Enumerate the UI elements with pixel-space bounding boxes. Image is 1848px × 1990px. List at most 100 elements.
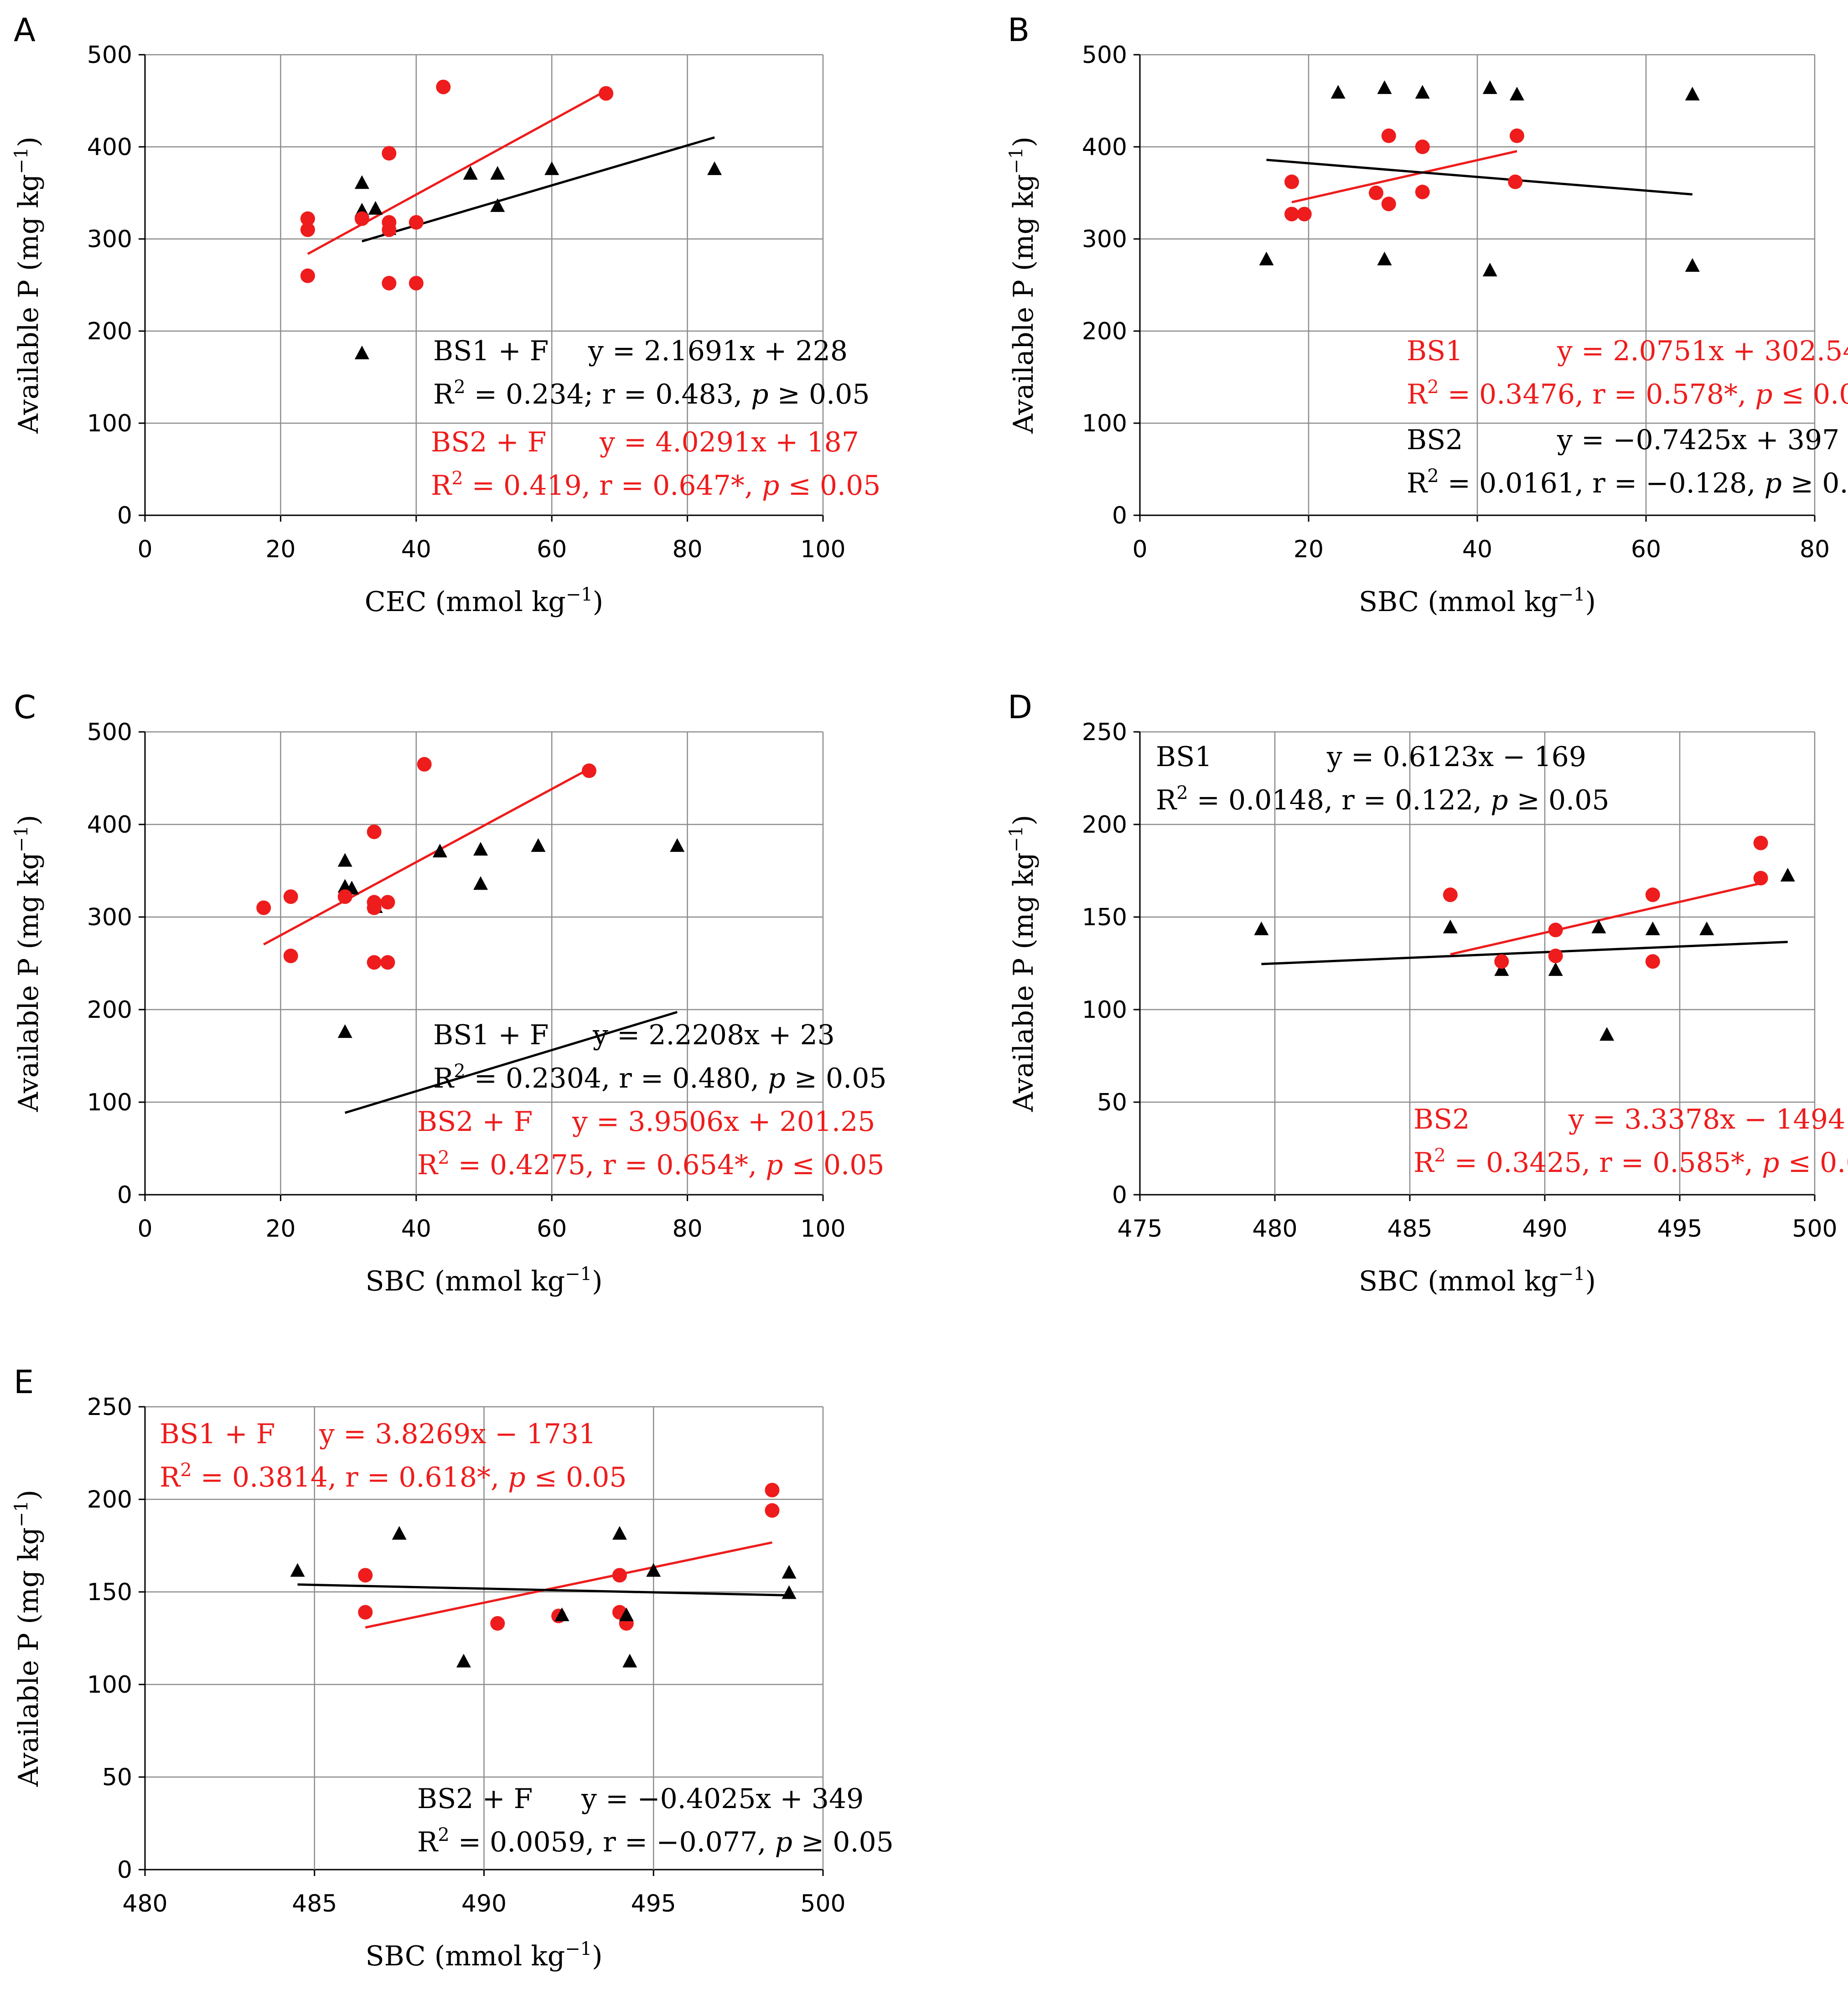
annotation-stats: R2 = 0.3814, r = 0.618*, p ≤ 0.05 bbox=[160, 1460, 627, 1493]
data-point-circle bbox=[300, 222, 315, 237]
data-point-circle bbox=[1284, 174, 1299, 189]
data-point-triangle bbox=[531, 838, 546, 852]
annotation-equation: y = −0.4025x + 349 bbox=[581, 1783, 864, 1815]
annotation-equation: y = 0.6123x − 169 bbox=[1326, 741, 1586, 773]
y-axis-title: Available P (mg kg−1) bbox=[11, 136, 45, 434]
data-point-circle bbox=[1753, 835, 1768, 850]
y-axis-title: Available P (mg kg−1) bbox=[11, 815, 45, 1112]
x-tick-label: 20 bbox=[265, 536, 295, 563]
x-axis-title: SBC (mmol kg−1) bbox=[365, 1938, 602, 1972]
data-point-circle bbox=[1415, 140, 1430, 154]
data-point-circle bbox=[367, 824, 382, 840]
data-point-circle bbox=[1369, 186, 1383, 200]
y-tick-label: 250 bbox=[87, 1394, 132, 1421]
annotation-equation: y = 3.8269x − 1731 bbox=[319, 1418, 596, 1450]
y-axis-title: Available P (mg kg−1) bbox=[1006, 815, 1040, 1112]
data-point-triangle bbox=[354, 345, 369, 359]
data-point-circle bbox=[1645, 954, 1660, 969]
data-point-circle bbox=[581, 763, 596, 778]
annotation-label: BS2 + F bbox=[417, 1783, 533, 1815]
data-point-triangle bbox=[1415, 85, 1430, 99]
data-point-triangle bbox=[1685, 258, 1700, 272]
panel-letter: D bbox=[1008, 689, 1032, 726]
y-tick-label: 200 bbox=[1082, 811, 1127, 839]
annotation-equation: y = 2.2208x + 23 bbox=[592, 1019, 835, 1051]
data-point-circle bbox=[1753, 871, 1768, 886]
data-point-circle bbox=[1548, 922, 1563, 938]
y-tick-label: 300 bbox=[87, 904, 132, 931]
x-tick-label: 20 bbox=[265, 1215, 295, 1243]
y-tick-label: 150 bbox=[1082, 904, 1127, 931]
x-tick-label: 40 bbox=[401, 536, 431, 563]
trendline-bs2-f bbox=[307, 89, 607, 255]
y-tick-label: 0 bbox=[1112, 1182, 1127, 1209]
y-tick-label: 100 bbox=[87, 1089, 132, 1116]
y-tick-label: 100 bbox=[1082, 996, 1127, 1024]
x-tick-label: 495 bbox=[1657, 1215, 1702, 1243]
data-point-circle bbox=[382, 275, 397, 290]
data-point-circle bbox=[1415, 184, 1430, 199]
data-point-triangle bbox=[290, 1563, 305, 1577]
data-point-circle bbox=[382, 222, 397, 237]
data-point-circle bbox=[1548, 948, 1563, 964]
y-tick-label: 50 bbox=[1097, 1089, 1127, 1116]
data-point-circle bbox=[358, 1605, 373, 1620]
annotation-stats: R2 = 0.419, r = 0.647*, p ≤ 0.05 bbox=[431, 468, 880, 502]
panel-d: D 0 50 100 150 200 250 475 480 485 490 495 500 SBC (m… bbox=[1006, 689, 1848, 1297]
y-tick-label: 200 bbox=[87, 1486, 132, 1513]
x-axis-title: SBC (mmol kg−1) bbox=[1359, 1264, 1596, 1297]
panel-letter: C bbox=[14, 689, 36, 726]
trendline-bs1-f bbox=[344, 1011, 678, 1114]
annotation-label: BS2 + F bbox=[417, 1106, 533, 1138]
data-point-circle bbox=[765, 1482, 780, 1498]
panel-e: E 0 50 100 150 200 250 480 485 490 495 500 SBC (mmol… bbox=[11, 1363, 894, 1972]
y-tick-label: 200 bbox=[87, 996, 132, 1024]
annotation-stats: R2 = 0.2304, r = 0.480, p ≥ 0.05 bbox=[433, 1061, 887, 1094]
annotation-stats: R2 = 0.0148, r = 0.122, p ≥ 0.05 bbox=[1156, 783, 1610, 816]
data-point-circle bbox=[1645, 887, 1660, 902]
data-point-circle bbox=[1381, 197, 1396, 212]
annotation-stats: R2 = 0.4275, r = 0.654*, p ≤ 0.05 bbox=[417, 1147, 885, 1181]
data-point-circle bbox=[367, 900, 382, 915]
data-point-triangle bbox=[392, 1526, 407, 1540]
data-point-triangle bbox=[490, 198, 505, 212]
data-point-circle bbox=[354, 211, 369, 226]
annotation-stats: R2 = 0.0161, r = −0.128, p ≥ 0.05 bbox=[1407, 466, 1848, 499]
regression-annotation: BS1 + F y = 2.2208x + 23 R2 = 0.2304, r = … bbox=[433, 1019, 887, 1094]
data-point-triangle bbox=[707, 161, 722, 175]
data-point-circle bbox=[1509, 128, 1524, 143]
data-point-circle bbox=[409, 275, 424, 290]
data-point-triangle bbox=[456, 1653, 471, 1668]
data-point-triangle bbox=[1591, 919, 1606, 933]
annotation-label: BS2 bbox=[1407, 424, 1463, 456]
x-tick-label: 485 bbox=[1387, 1215, 1432, 1243]
data-point-triangle bbox=[646, 1563, 661, 1577]
data-point-circle bbox=[283, 948, 298, 964]
data-point-triangle bbox=[1645, 921, 1660, 935]
annotation-stats: R2 = 0.3425, r = 0.585*, p ≤ 0.05 bbox=[1413, 1145, 1848, 1179]
data-point-triangle bbox=[1330, 85, 1346, 99]
data-point-circle bbox=[409, 215, 424, 230]
data-point-triangle bbox=[1699, 921, 1714, 935]
data-point-circle bbox=[300, 211, 315, 226]
annotation-equation: y = 3.3378x − 1494 bbox=[1568, 1104, 1845, 1135]
y-tick-label: 0 bbox=[117, 1856, 132, 1884]
data-point-triangle bbox=[1377, 251, 1392, 265]
y-tick-label: 300 bbox=[1082, 226, 1127, 253]
data-point-circle bbox=[436, 79, 451, 94]
data-point-triangle bbox=[1377, 80, 1392, 94]
panel-b: B 0 100 200 300 400 500 0 20 40 60 80 SBC (mmol kg−1… bbox=[1006, 11, 1848, 618]
y-tick-label: 400 bbox=[87, 134, 132, 161]
regression-annotation: BS2 y = 3.3378x − 1494 R2 = 0.3425, r = 0.… bbox=[1413, 1104, 1848, 1179]
data-point-circle bbox=[1297, 207, 1312, 222]
data-point-triangle bbox=[1509, 87, 1524, 101]
regression-annotation: BS1 + F y = 3.8269x − 1731 R2 = 0.3814, r … bbox=[160, 1418, 627, 1493]
x-tick-label: 60 bbox=[1631, 536, 1661, 563]
data-point-triangle bbox=[1600, 1027, 1615, 1041]
x-axis-title: SBC (mmol kg−1) bbox=[365, 1264, 602, 1297]
y-tick-label: 300 bbox=[87, 226, 132, 253]
data-point-circle bbox=[337, 889, 352, 904]
data-point-triangle bbox=[1443, 919, 1458, 933]
panel-letter: B bbox=[1008, 11, 1030, 49]
